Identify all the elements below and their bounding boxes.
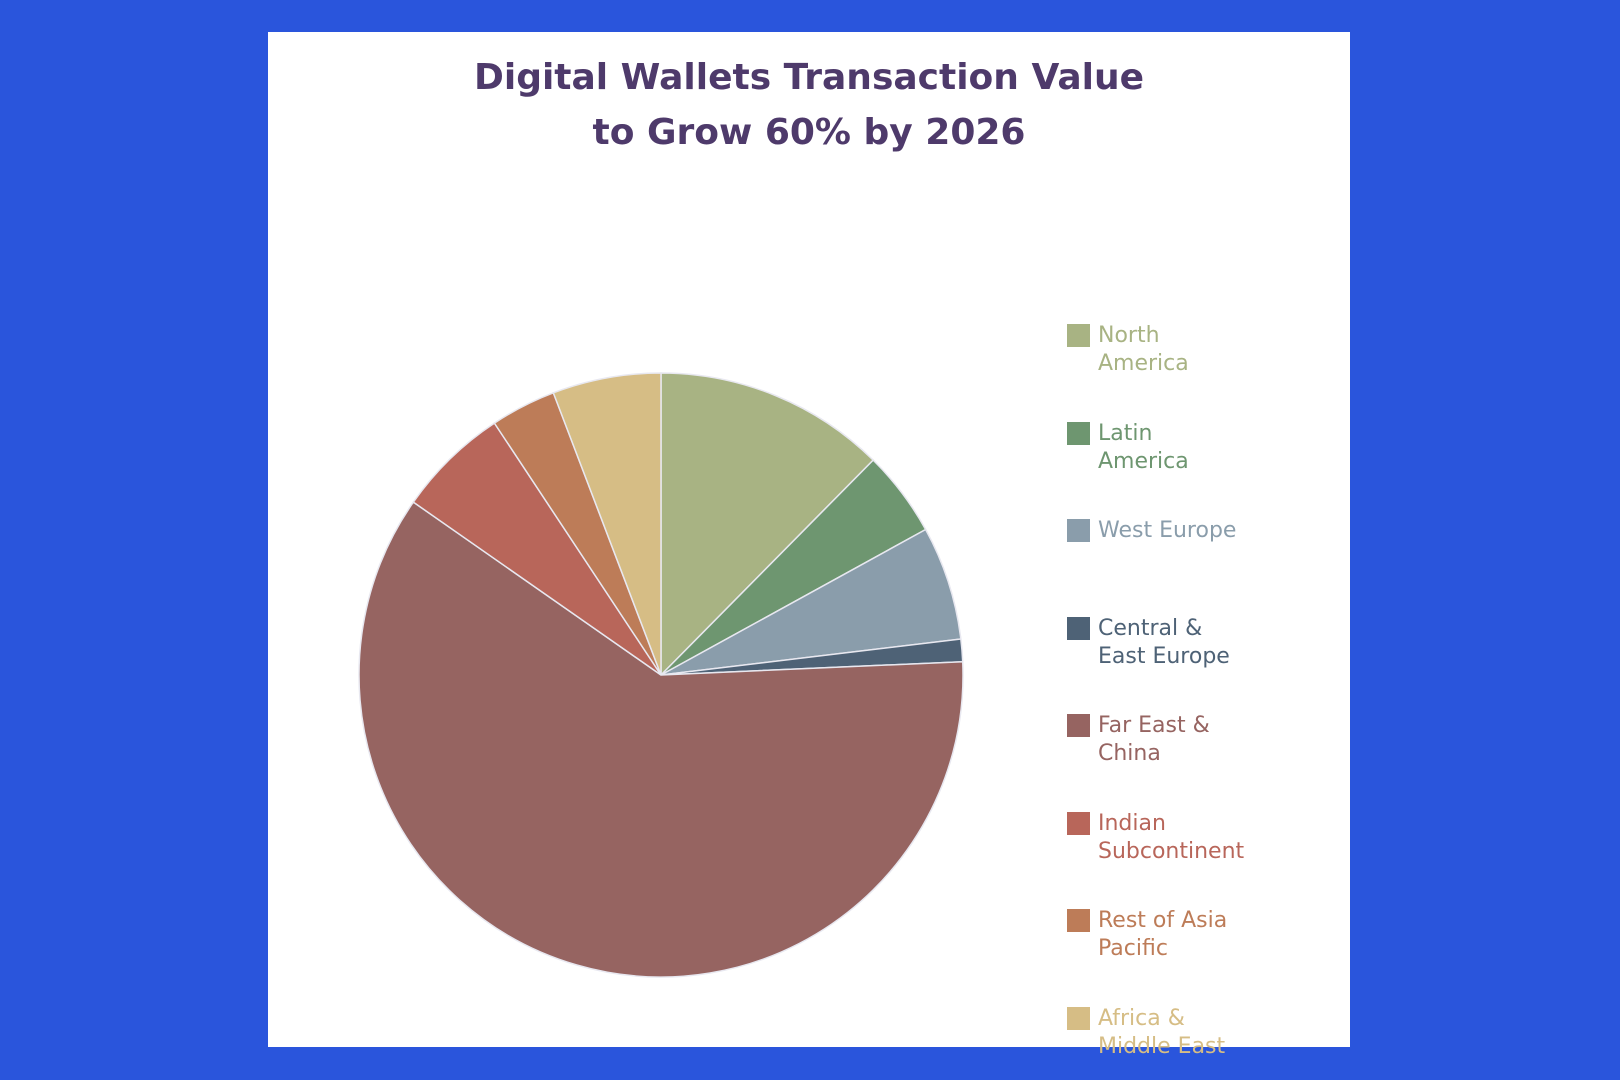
- legend-label: Central & East Europe: [1098, 615, 1230, 669]
- legend-item: Africa & Middle East: [1067, 1005, 1225, 1061]
- legend-swatch: [1067, 421, 1090, 445]
- chart-card: Digital Wallets Transaction Value to Gro…: [268, 32, 1350, 1059]
- pie-slice: [660, 372, 875, 677]
- legend-swatch: [1067, 811, 1090, 835]
- legend-label: Far East & China: [1098, 713, 1210, 766]
- legend-item: Rest of Asia Pacific: [1067, 907, 1227, 963]
- pie-chart: [358, 372, 964, 978]
- legend-item: Far East & China: [1067, 712, 1210, 768]
- pie-slice: [552, 372, 662, 676]
- legend-label: Indian Subcontinent: [1098, 810, 1245, 864]
- legend-swatch: [1067, 909, 1090, 932]
- legend-item: West Europe: [1067, 517, 1236, 545]
- legend-item: Indian Subcontinent: [1067, 810, 1244, 866]
- legend-item: Central & East Europe: [1067, 615, 1230, 671]
- legend-label: Rest of Asia Pacific: [1098, 908, 1228, 961]
- chart-title: Digital Wallets Transaction Value to Gro…: [473, 57, 1145, 153]
- legend-label: West Europe: [1098, 518, 1237, 543]
- legend-label: North America: [1098, 323, 1189, 376]
- legend-label: Latin America: [1098, 420, 1189, 474]
- pie-slice: [358, 501, 964, 978]
- legend-item: North America: [1067, 322, 1189, 378]
- legend-swatch: [1067, 616, 1090, 640]
- legend-swatch: [1067, 714, 1090, 737]
- legend-item: Latin America: [1067, 420, 1189, 476]
- legend-swatch: [1067, 1006, 1090, 1030]
- legend-swatch: [1067, 324, 1090, 347]
- legend-swatch: [1067, 519, 1090, 542]
- legend-label: Africa & Middle East: [1098, 1005, 1226, 1059]
